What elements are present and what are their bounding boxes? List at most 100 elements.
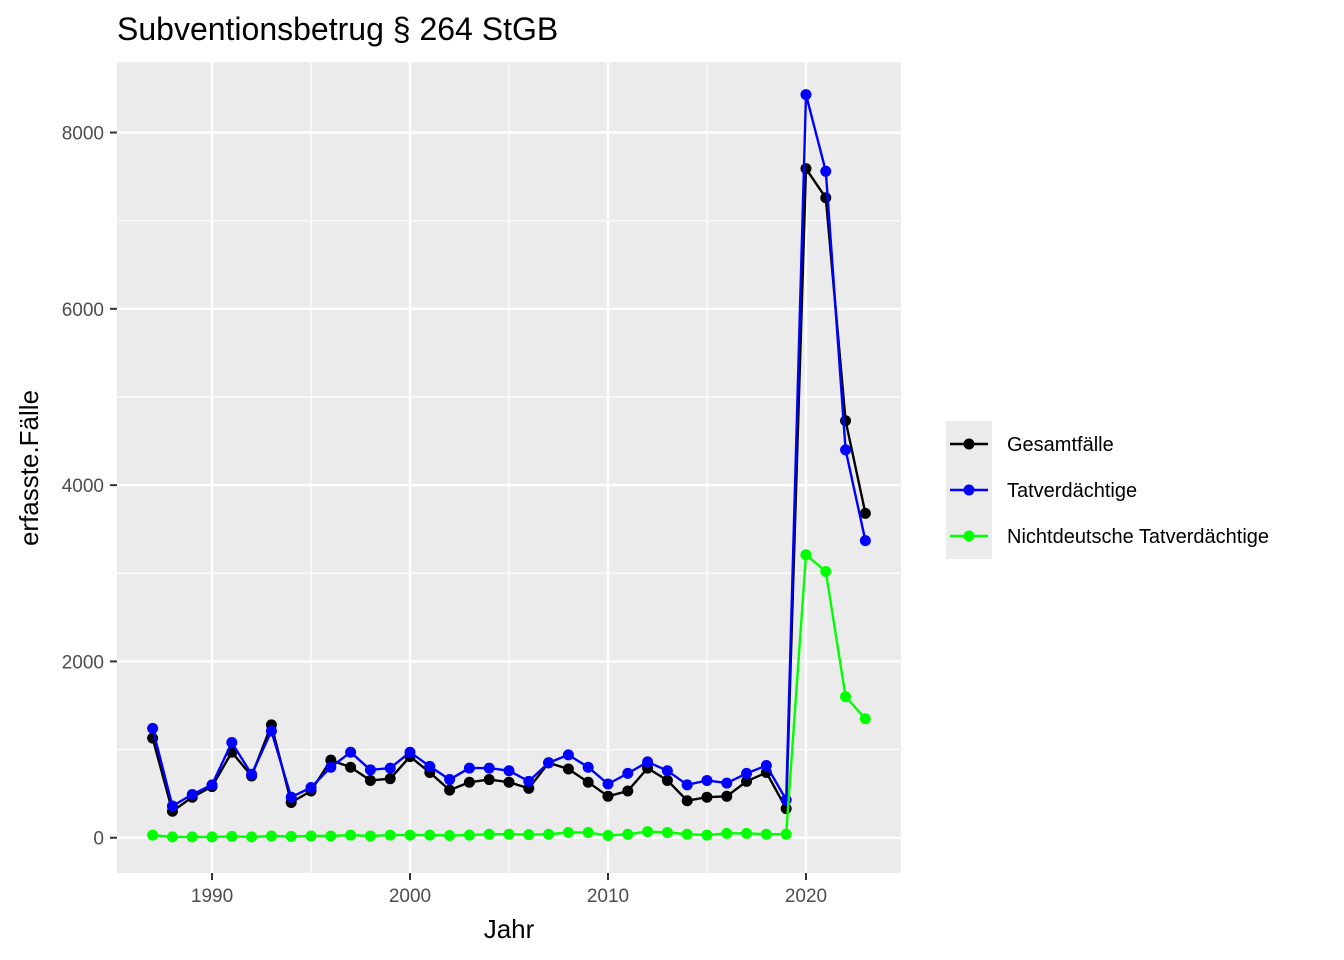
legend-point <box>963 530 975 542</box>
data-point <box>800 163 812 175</box>
series-0 <box>147 163 871 817</box>
data-point <box>543 757 555 769</box>
data-point <box>780 828 792 840</box>
series-layer <box>147 89 871 843</box>
data-point <box>800 89 812 101</box>
data-point <box>503 776 515 788</box>
data-point <box>741 775 753 787</box>
data-point <box>820 566 832 578</box>
data-point <box>800 549 812 561</box>
data-point <box>562 749 574 761</box>
data-point <box>384 762 396 774</box>
y-axis-title: erfasste.Fälle <box>14 390 44 546</box>
data-point <box>206 779 218 791</box>
legend-entry: Nichtdeutsche Tatverdächtige <box>950 526 1269 548</box>
series-2 <box>147 549 871 843</box>
data-point <box>523 829 535 841</box>
data-point <box>859 713 871 725</box>
data-point <box>661 826 673 838</box>
data-point <box>147 829 159 841</box>
data-point <box>721 790 733 802</box>
data-point <box>246 831 258 843</box>
data-point <box>622 828 634 840</box>
data-point <box>364 764 376 776</box>
data-point <box>285 830 297 842</box>
data-point <box>741 827 753 839</box>
x-tick-label: 2020 <box>785 886 827 907</box>
legend-point <box>963 438 975 450</box>
data-point <box>325 830 337 842</box>
data-point <box>463 829 475 841</box>
data-point <box>859 507 871 519</box>
data-point <box>760 759 772 771</box>
y-tick-label: 0 <box>93 829 104 850</box>
data-point <box>404 829 416 841</box>
data-point <box>186 789 198 801</box>
y-tick-label: 8000 <box>62 124 104 145</box>
data-point <box>166 831 178 843</box>
data-point <box>681 795 693 807</box>
data-point <box>622 767 634 779</box>
data-point <box>701 774 713 786</box>
legend-label: Gesamtfälle <box>1007 434 1114 456</box>
data-point <box>325 761 337 773</box>
data-point <box>820 165 832 177</box>
legend-label: Nichtdeutsche Tatverdächtige <box>1007 526 1269 548</box>
data-point <box>661 774 673 786</box>
data-point <box>859 535 871 547</box>
x-axis-title: Jahr <box>484 914 535 944</box>
data-point <box>444 784 456 796</box>
data-point <box>681 828 693 840</box>
data-point <box>166 800 178 812</box>
x-tick-label: 1990 <box>191 886 233 907</box>
data-point <box>820 192 832 204</box>
data-point <box>523 775 535 787</box>
y-tick-label: 4000 <box>62 476 104 497</box>
data-point <box>285 791 297 803</box>
data-point <box>602 778 614 790</box>
data-point <box>483 828 495 840</box>
data-point <box>345 761 357 773</box>
x-tick-label: 2000 <box>389 886 431 907</box>
data-point <box>463 762 475 774</box>
data-point <box>562 826 574 838</box>
data-point <box>444 774 456 786</box>
data-point <box>424 760 436 772</box>
data-point <box>384 773 396 785</box>
data-point <box>582 761 594 773</box>
data-point <box>701 791 713 803</box>
data-point <box>305 781 317 793</box>
axis-ticks: 0 2000 4000 6000 8000 1990 2000 2010 2020 <box>62 124 827 907</box>
data-point <box>602 830 614 842</box>
data-point <box>661 765 673 777</box>
data-point <box>186 831 198 843</box>
data-point <box>345 746 357 758</box>
data-point <box>147 722 159 734</box>
data-point <box>602 790 614 802</box>
data-point <box>840 444 852 456</box>
data-point <box>246 768 258 780</box>
data-point <box>226 737 238 749</box>
data-point <box>345 829 357 841</box>
legend: Gesamtfälle Tatverdächtige Nichtdeutsche T… <box>946 421 1269 559</box>
data-point <box>384 829 396 841</box>
data-point <box>701 829 713 841</box>
y-tick-label: 2000 <box>62 652 104 673</box>
data-point <box>760 828 772 840</box>
y-tick-label: 6000 <box>62 300 104 321</box>
data-point <box>206 831 218 843</box>
data-point <box>543 828 555 840</box>
x-tick-label: 2010 <box>587 886 629 907</box>
data-point <box>305 830 317 842</box>
data-point <box>721 777 733 789</box>
data-point <box>642 826 654 838</box>
legend-point <box>963 484 975 496</box>
legend-label: Tatverdächtige <box>1007 480 1137 502</box>
data-point <box>364 774 376 786</box>
data-point <box>840 691 852 703</box>
data-point <box>404 746 416 758</box>
chart-title: Subventionsbetrug § 264 StGB <box>117 11 558 47</box>
data-point <box>483 762 495 774</box>
data-point <box>265 830 277 842</box>
data-point <box>364 830 376 842</box>
